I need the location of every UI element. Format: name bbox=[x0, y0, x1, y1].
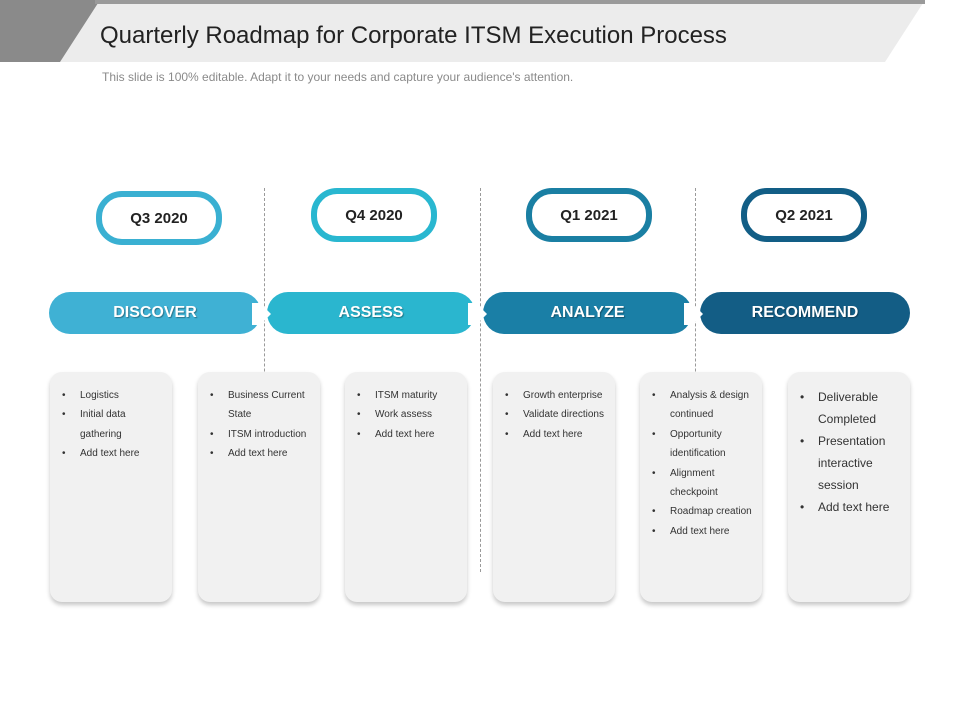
connector-arrow-icon bbox=[692, 303, 703, 325]
quarter-label: Q4 2020 bbox=[345, 206, 403, 224]
quarter-q4-2020: Q4 2020 bbox=[311, 188, 437, 242]
task-card-3: ITSM maturity Work assess Add text here bbox=[345, 372, 467, 602]
phase-discover: DISCOVER bbox=[49, 292, 261, 334]
task-card-5: Analysis & design continued Opportunity … bbox=[640, 372, 762, 602]
quarter-label: Q2 2021 bbox=[775, 206, 833, 224]
task-card-6: Deliverable Completed Presentation inter… bbox=[788, 372, 910, 602]
task-item: Deliverable Completed bbox=[800, 386, 902, 430]
task-item: Growth enterprise bbox=[505, 386, 607, 406]
task-item: Add text here bbox=[357, 425, 459, 445]
task-item: Alignment checkpoint bbox=[652, 464, 754, 503]
header-top-line bbox=[95, 0, 925, 4]
quarter-q1-2021: Q1 2021 bbox=[526, 188, 652, 242]
task-item: Initial data gathering bbox=[62, 405, 164, 444]
phase-label: ASSESS bbox=[338, 304, 404, 321]
task-item: Validate directions bbox=[505, 405, 607, 425]
header-light-band bbox=[60, 0, 925, 62]
connector-notch bbox=[468, 303, 476, 325]
task-item: Analysis & design continued bbox=[652, 386, 754, 425]
task-item: Roadmap creation bbox=[652, 502, 754, 522]
task-item: ITSM maturity bbox=[357, 386, 459, 406]
quarter-q2-2021: Q2 2021 bbox=[741, 188, 867, 242]
task-card-2: Business Current State ITSM introduction… bbox=[198, 372, 320, 602]
phase-label: RECOMMEND bbox=[751, 304, 859, 321]
phase-analyze: ANALYZE bbox=[483, 292, 692, 334]
task-item: Business Current State bbox=[210, 386, 312, 425]
task-item: Opportunity identification bbox=[652, 425, 754, 464]
phase-label: DISCOVER bbox=[113, 304, 197, 321]
connector-notch bbox=[684, 303, 692, 325]
header-banner bbox=[0, 0, 960, 64]
task-card-1: Logistics Initial data gathering Add tex… bbox=[50, 372, 172, 602]
task-item: Add text here bbox=[800, 496, 902, 518]
connector-arrow-icon bbox=[476, 303, 487, 325]
task-card-4: Growth enterprise Validate directions Ad… bbox=[493, 372, 615, 602]
phase-label: ANALYZE bbox=[550, 304, 625, 321]
page-subtitle: This slide is 100% editable. Adapt it to… bbox=[102, 70, 574, 84]
phase-recommend: RECOMMEND bbox=[700, 292, 910, 334]
task-item: Presentation interactive session bbox=[800, 430, 902, 496]
task-item: Add text here bbox=[652, 522, 754, 542]
connector-arrow-icon bbox=[260, 303, 271, 325]
task-item: Work assess bbox=[357, 405, 459, 425]
phase-assess: ASSESS bbox=[267, 292, 475, 334]
task-item: Logistics bbox=[62, 386, 164, 406]
task-item: Add text here bbox=[210, 444, 312, 464]
connector-notch bbox=[252, 303, 260, 325]
task-item: Add text here bbox=[62, 444, 164, 464]
task-item: ITSM introduction bbox=[210, 425, 312, 445]
quarter-label: Q3 2020 bbox=[130, 209, 188, 227]
quarter-divider bbox=[480, 188, 481, 572]
page-title: Quarterly Roadmap for Corporate ITSM Exe… bbox=[100, 22, 727, 49]
quarter-label: Q1 2021 bbox=[560, 206, 618, 224]
task-item: Add text here bbox=[505, 425, 607, 445]
quarter-q3-2020: Q3 2020 bbox=[96, 191, 222, 245]
